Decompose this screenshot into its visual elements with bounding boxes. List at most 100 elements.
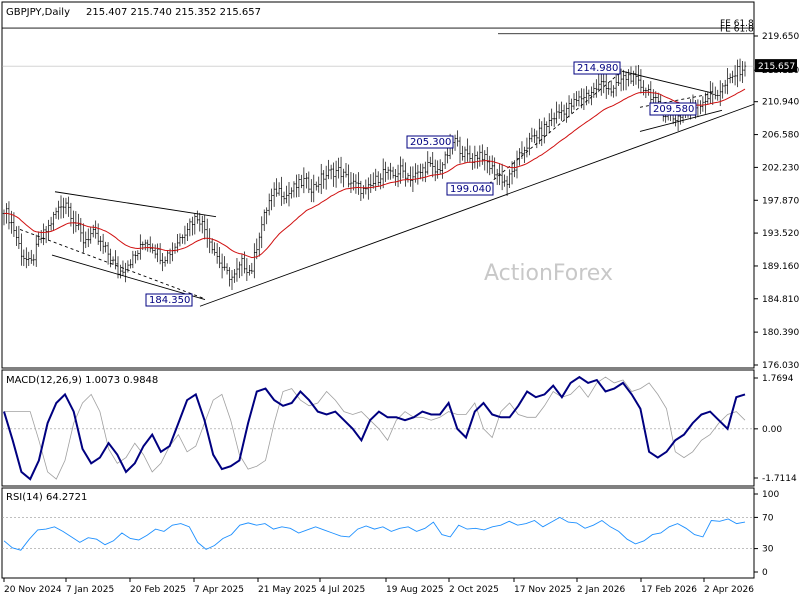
candle (52, 211, 55, 231)
candle (438, 159, 442, 175)
candle (505, 175, 509, 196)
candle (389, 162, 392, 180)
candle (399, 156, 402, 184)
candle (223, 256, 226, 271)
candle (327, 159, 330, 180)
candle (364, 179, 368, 195)
annotation-label: 205.300 (410, 137, 451, 148)
candle (67, 196, 70, 217)
candle (156, 243, 159, 263)
channel-dashed (19, 229, 206, 300)
candle (111, 256, 115, 265)
candle (738, 58, 742, 82)
candle (116, 256, 120, 279)
candle (124, 262, 127, 283)
candle (332, 162, 335, 187)
candle (386, 166, 390, 180)
candle (441, 162, 444, 179)
candle (627, 69, 630, 87)
candle (131, 250, 135, 269)
candle (255, 238, 258, 260)
price-tick-label: 184.810 (762, 295, 799, 305)
candle (560, 101, 563, 121)
candle (597, 73, 600, 93)
candle (349, 172, 353, 194)
candle (396, 164, 400, 188)
candle (723, 79, 727, 94)
macd-tick-label: -1.7114 (762, 474, 797, 484)
candle (201, 215, 204, 234)
candle (258, 232, 261, 257)
candle (582, 88, 586, 110)
candle (367, 177, 370, 200)
price-annotation: 209.580 (649, 102, 697, 116)
candle (515, 150, 519, 179)
candle (543, 117, 546, 144)
candle (250, 262, 254, 274)
candle (562, 104, 566, 121)
candle (600, 74, 603, 96)
candle (609, 80, 613, 97)
candle (379, 173, 382, 190)
candle (176, 234, 179, 253)
x-tick-label: 17 Nov 2025 (514, 585, 572, 595)
candle (220, 253, 224, 279)
last-price-marker: 215.657 (755, 59, 797, 73)
candle (295, 174, 298, 198)
annotation-box (406, 135, 454, 149)
rising-trendline (199, 103, 755, 307)
candle (476, 151, 479, 169)
candle (64, 197, 68, 215)
candle (161, 253, 164, 272)
candle (530, 127, 534, 143)
candle (493, 157, 496, 180)
candle (153, 244, 157, 259)
candle (580, 88, 583, 109)
candle (290, 187, 293, 199)
annotation-box (446, 182, 494, 196)
candle (607, 83, 610, 95)
candle (369, 174, 372, 193)
candle (557, 104, 561, 119)
annotation-label: 214.980 (577, 63, 618, 74)
candle (114, 250, 117, 270)
rsi-tick-label: 100 (762, 490, 779, 500)
candle (523, 146, 526, 164)
candle (726, 67, 729, 95)
candle (461, 145, 464, 161)
candle (424, 161, 427, 183)
candle (619, 68, 623, 92)
candle (468, 145, 472, 163)
candle (84, 231, 87, 249)
candle (277, 182, 281, 196)
axes-layer: 219.650215.120210.940206.580202.230197.8… (3, 32, 799, 595)
candle (186, 223, 189, 241)
candle (538, 118, 541, 145)
candle (104, 241, 107, 253)
candle (533, 128, 536, 144)
candle (94, 220, 97, 239)
x-tick-label: 19 Aug 2025 (386, 585, 444, 595)
candle (629, 66, 633, 84)
candle (191, 216, 194, 236)
x-tick-label: 7 Apr 2025 (194, 585, 244, 595)
candle (572, 93, 576, 110)
candle (488, 155, 491, 176)
macd-tick-label: 0.00 (762, 425, 782, 435)
candle (106, 242, 110, 265)
candle (238, 261, 241, 279)
candle (136, 250, 140, 261)
candle (374, 168, 377, 191)
candle (339, 156, 343, 184)
candle (233, 268, 236, 283)
candle (240, 254, 244, 277)
candle (637, 65, 640, 89)
candle (302, 167, 306, 194)
candle (20, 233, 23, 266)
annotation-label: 199.040 (450, 184, 491, 195)
candle (193, 213, 197, 235)
candle (478, 145, 482, 167)
candle (577, 90, 581, 107)
candle (101, 233, 105, 254)
candle (525, 137, 529, 158)
